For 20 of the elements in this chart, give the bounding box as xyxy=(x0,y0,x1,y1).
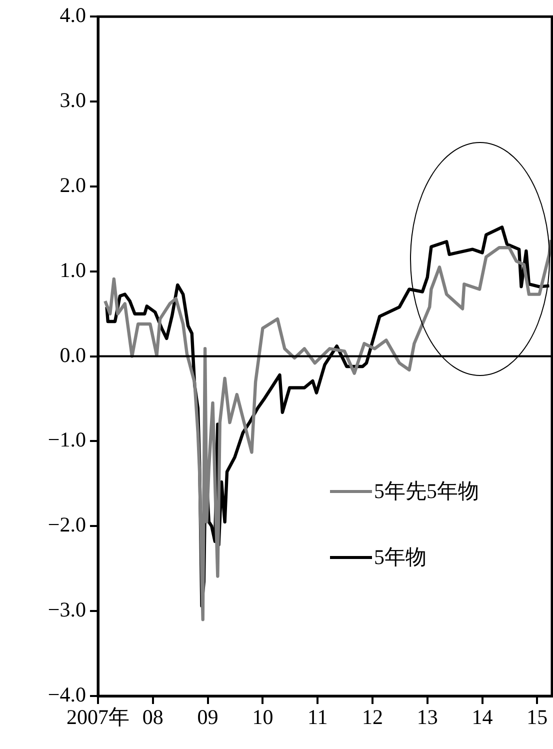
x-tick-label: 10 xyxy=(252,705,274,730)
x-tick-label: 15 xyxy=(526,705,548,730)
y-tick-label: −3.0 xyxy=(48,598,86,622)
y-tick-label: 2.0 xyxy=(60,172,86,197)
x-tick-label: 13 xyxy=(416,705,438,730)
x-tick-label: 11 xyxy=(307,705,328,730)
legend-label: 5年物 xyxy=(374,544,426,571)
y-tick-label: 3.0 xyxy=(60,88,86,112)
y-tick-label: −2.0 xyxy=(48,512,86,537)
y-tick-label: 4.0 xyxy=(60,3,86,28)
x-tick-label: 12 xyxy=(362,705,383,730)
y-tick-label: 0.0 xyxy=(60,342,86,367)
x-tick-label: 09 xyxy=(197,705,218,730)
y-tick-label: −4.0 xyxy=(48,682,86,707)
legend-label: 5年先5年物 xyxy=(374,478,479,505)
x-tick-label: 14 xyxy=(472,705,494,730)
x-tick-label: 08 xyxy=(142,705,164,730)
y-tick-label: 1.0 xyxy=(60,258,86,282)
y-tick-label: −1.0 xyxy=(48,428,86,452)
x-tick-label: 2007年 xyxy=(66,705,130,730)
